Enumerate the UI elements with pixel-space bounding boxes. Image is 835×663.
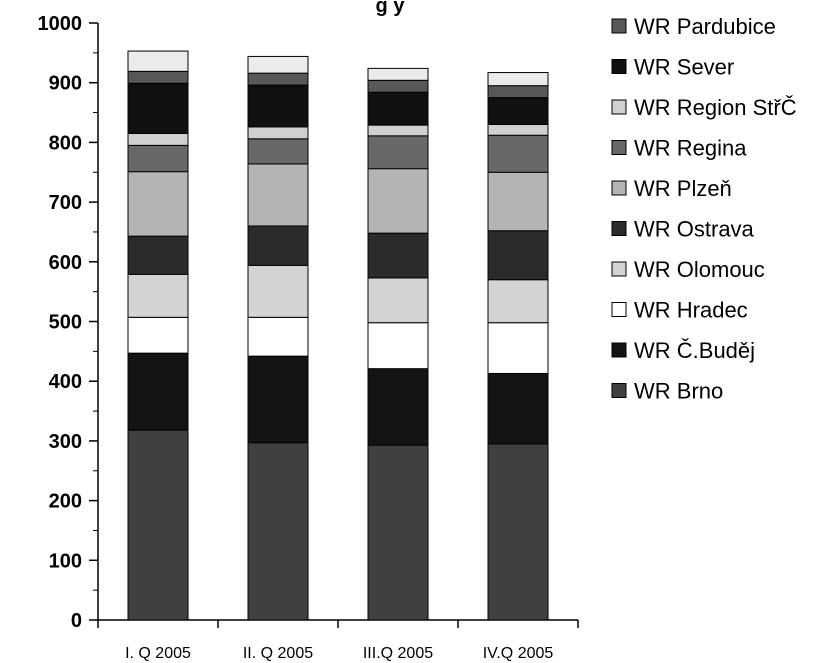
y-tick-label: 700	[49, 192, 82, 214]
bar-segment	[367, 67, 429, 81]
bar-segment	[247, 72, 309, 86]
bar-segment	[247, 264, 309, 318]
legend-label: WR Č.Buděj	[634, 338, 755, 363]
legend-label: WR Regina	[634, 136, 747, 161]
bar-segment	[367, 79, 429, 93]
legend-label: WR Olomouc	[634, 257, 765, 282]
legend-item: WR Olomouc	[611, 257, 765, 282]
y-tick-label: 900	[49, 73, 82, 95]
legend-swatch	[611, 261, 627, 277]
bar-stack	[487, 72, 549, 621]
legend-swatch	[611, 383, 627, 398]
bar-segment	[127, 171, 189, 237]
bar-segment	[247, 163, 309, 227]
bar-segment	[487, 134, 549, 173]
y-tick-label: 1000	[38, 13, 83, 35]
legend-item: WR Sever	[611, 55, 734, 80]
bar-segment	[127, 144, 189, 173]
bar-segment	[487, 97, 549, 125]
legend-item: WR Ostrava	[611, 217, 755, 242]
legend-label: WR Pardubice	[634, 14, 776, 39]
bar-segment	[367, 322, 429, 370]
bar-segment	[127, 82, 189, 134]
legend-item: WR Pardubice	[611, 14, 776, 39]
bar-segment	[487, 230, 549, 281]
y-tick-label: 600	[49, 252, 82, 274]
bar-segment	[247, 138, 309, 165]
legend-swatch	[611, 221, 627, 236]
legend-item: WR Hradec	[611, 298, 748, 323]
bar-segment	[487, 322, 549, 374]
bar-segment	[127, 235, 189, 275]
bar-segment	[247, 126, 309, 140]
legend-item: WR Č.Buděj	[611, 338, 755, 363]
x-tick-label: IV.Q 2005	[483, 645, 554, 662]
bar-segment	[367, 368, 429, 446]
legend-swatch	[611, 18, 627, 34]
legend-swatch	[611, 59, 627, 74]
legend-label: WR Brno	[634, 379, 723, 404]
legend: WR Pardubice WR Sever WR Region StřČ WR Reg…	[611, 14, 797, 404]
legend-label: WR Ostrava	[634, 217, 755, 242]
bar-segment	[487, 85, 549, 99]
bar-stack	[247, 55, 309, 621]
bar-segment	[367, 277, 429, 324]
y-tick-label: 0	[71, 610, 82, 632]
bar-segment	[127, 316, 189, 354]
bar-segment	[367, 444, 429, 621]
bar-segment	[487, 123, 549, 136]
bar-segment	[487, 72, 549, 87]
bar-segment	[127, 70, 189, 84]
y-tick-label: 400	[49, 371, 82, 393]
bar-segment	[127, 132, 189, 146]
bar-segment	[127, 50, 189, 72]
y-axis: 0 100 200 300 400 500 600 700 800 900 1000	[38, 13, 99, 632]
bar-segment	[247, 316, 309, 357]
legend-item: WR Region StřČ	[611, 95, 797, 120]
x-axis: I. Q 2005 II. Q 2005 III.Q 2005 IV.Q 2005	[97, 619, 579, 662]
bar-segment	[127, 273, 189, 318]
bar-segment	[247, 55, 309, 74]
y-tick-label: 800	[49, 132, 82, 154]
bar-segment	[367, 232, 429, 279]
bar-segment	[127, 352, 189, 431]
bar-segment	[247, 84, 309, 128]
chart-title: g y	[376, 0, 406, 17]
bar-segment	[487, 372, 549, 445]
legend-swatch	[611, 302, 627, 317]
bar-segment	[127, 429, 189, 621]
legend-label: WR Hradec	[634, 298, 748, 323]
legend-swatch	[611, 140, 627, 155]
y-tick-label: 300	[49, 431, 82, 453]
legend-item: WR Brno	[611, 379, 723, 404]
bar-segment	[487, 443, 549, 621]
bar-stack	[367, 67, 429, 621]
bar-segment	[367, 168, 429, 234]
legend-label: WR Sever	[634, 55, 734, 80]
legend-label: WR Region StřČ	[634, 95, 797, 120]
bar-segment	[367, 135, 429, 170]
x-tick-label: III.Q 2005	[363, 645, 433, 662]
bar-segment	[367, 124, 429, 137]
bar-segment	[487, 171, 549, 232]
bar-segment	[247, 355, 309, 444]
legend-swatch	[611, 180, 627, 196]
legend-swatch	[611, 99, 627, 115]
x-tick-label: I. Q 2005	[125, 645, 191, 662]
bar-segment	[247, 442, 309, 621]
bar-segment	[487, 279, 549, 324]
bars	[127, 50, 549, 621]
legend-label: WR Plzeň	[634, 176, 732, 201]
y-tick-label: 100	[49, 550, 82, 572]
legend-item: WR Plzeň	[611, 176, 732, 201]
y-tick-label: 200	[49, 491, 82, 513]
bar-segment	[367, 91, 429, 126]
x-tick-label: II. Q 2005	[243, 645, 313, 662]
y-tick-label: 500	[49, 312, 82, 334]
legend-swatch	[611, 342, 627, 358]
bar-stack	[127, 50, 189, 621]
bar-segment	[247, 225, 309, 266]
legend-item: WR Regina	[611, 136, 747, 161]
